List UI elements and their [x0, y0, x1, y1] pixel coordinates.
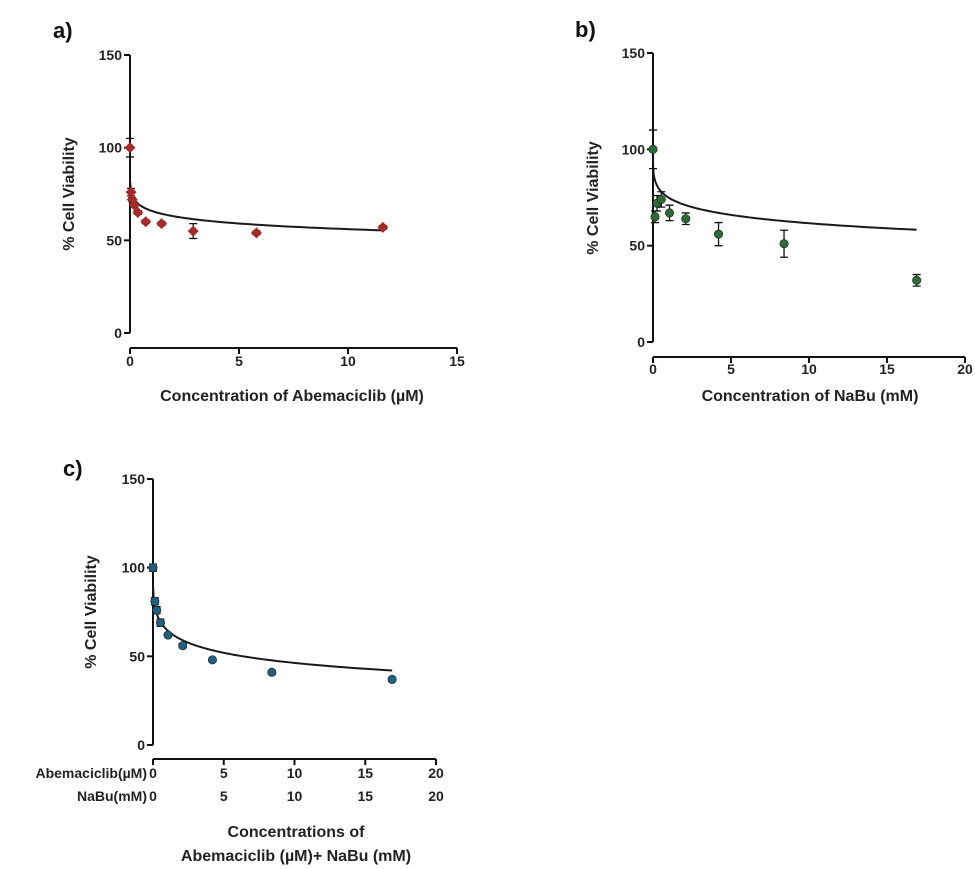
panel-b-y-axis-label: % Cell Viability — [585, 141, 602, 255]
panel-b-x-axis-label: Concentration of NaBu (mM) — [702, 388, 919, 405]
x-tick-label: 0 — [149, 788, 157, 804]
y-tick-label: 150 — [622, 45, 646, 61]
data-point — [387, 674, 397, 684]
panel-c-y-ticks: 0 50 100 150 — [122, 471, 153, 753]
data-point — [155, 618, 165, 628]
data-point — [681, 214, 691, 224]
x-row-label: Abemaciclib(µM) — [35, 765, 147, 781]
panel-c-fit-curve — [152, 586, 393, 672]
panel-c-y-axis-label: % Cell Viability — [83, 555, 100, 669]
panel-a: a) 0 50 100 150 0 5 10 15 % Cell Viability Con… — [53, 18, 465, 405]
panel-b: b) 0 50 100 150 0 5 10 15 20 % Cell Viability C… — [575, 17, 973, 405]
x-tick-label: 15 — [357, 765, 373, 781]
panel-b-x-ticks: 0 5 10 15 20 — [649, 357, 973, 377]
x-tick-label: 0 — [149, 765, 157, 781]
y-tick-label: 0 — [137, 737, 145, 753]
panel-c-x-tick-rows: Abemaciclib(µM) 0 5 10 15 20 NaBu(mM) 0 5 10 15 20 — [35, 759, 444, 804]
data-point — [132, 207, 144, 219]
data-point — [665, 208, 675, 218]
data-point — [187, 225, 199, 237]
x-tick-label: 0 — [126, 353, 134, 369]
y-tick-label: 100 — [99, 140, 123, 156]
y-tick-label: 50 — [129, 648, 145, 664]
panel-a-x-ticks: 0 5 10 15 — [126, 348, 465, 369]
x-tick-label: 20 — [428, 788, 444, 804]
data-point — [163, 630, 173, 640]
x-tick-label: 10 — [287, 765, 303, 781]
data-point — [912, 275, 922, 285]
data-point — [779, 239, 789, 249]
panel-b-axes — [652, 53, 965, 358]
data-point — [140, 216, 152, 228]
x-tick-label: 10 — [801, 361, 817, 377]
data-point — [250, 227, 262, 239]
x-tick-label: 5 — [727, 361, 735, 377]
x-tick-label: 5 — [220, 765, 228, 781]
data-point — [648, 144, 658, 154]
data-point — [124, 142, 136, 154]
panel-c-x-axis-label-line2: Abemaciclib (µM)+ NaBu (mM) — [181, 848, 411, 865]
data-point — [650, 212, 660, 222]
panel-b-y-ticks: 0 50 100 150 — [622, 45, 653, 350]
y-tick-label: 150 — [99, 47, 123, 63]
y-tick-label: 150 — [122, 471, 146, 487]
x-tick-label: 15 — [449, 353, 465, 369]
y-tick-label: 50 — [106, 232, 122, 248]
y-tick-label: 0 — [114, 325, 122, 341]
y-tick-label: 50 — [629, 238, 645, 254]
data-point — [714, 229, 724, 239]
data-point — [377, 221, 389, 233]
data-point — [267, 667, 277, 677]
y-tick-label: 100 — [622, 141, 646, 157]
data-point — [156, 218, 168, 230]
panel-a-axes — [129, 55, 457, 349]
x-tick-label: 15 — [879, 361, 895, 377]
panel-a-y-ticks: 0 50 100 150 — [99, 47, 130, 341]
panel-c-data-points — [148, 563, 397, 684]
data-point — [152, 605, 162, 615]
panel-c-label: c) — [63, 456, 83, 481]
panel-a-y-axis-label: % Cell Viability — [61, 137, 78, 251]
x-tick-label: 10 — [287, 788, 303, 804]
panel-a-x-axis-label: Concentration of Abemaciclib (µM) — [160, 388, 424, 405]
x-tick-label: 5 — [220, 788, 228, 804]
x-row-label: NaBu(mM) — [77, 788, 147, 804]
panel-a-label: a) — [53, 18, 73, 43]
data-point — [207, 655, 217, 665]
data-point — [178, 641, 188, 651]
panel-b-data-points — [648, 129, 922, 287]
y-tick-label: 100 — [122, 560, 146, 576]
y-tick-label: 0 — [637, 334, 645, 350]
x-tick-label: 5 — [235, 353, 243, 369]
panel-c-x-axis-label-line1: Concentrations of — [228, 824, 366, 841]
x-tick-label: 10 — [340, 353, 356, 369]
x-tick-label: 15 — [357, 788, 373, 804]
data-point — [148, 563, 158, 573]
x-tick-label: 20 — [957, 361, 973, 377]
panel-a-fit-curve — [129, 181, 383, 232]
data-point — [656, 194, 666, 204]
x-tick-label: 20 — [428, 765, 444, 781]
panel-a-data-points — [124, 137, 389, 240]
panel-c-axes — [152, 479, 436, 760]
panel-b-label: b) — [575, 17, 596, 42]
x-tick-label: 0 — [649, 361, 657, 377]
data-point — [125, 186, 137, 198]
data-point — [150, 596, 160, 606]
panel-b-fit-curve — [652, 166, 917, 231]
